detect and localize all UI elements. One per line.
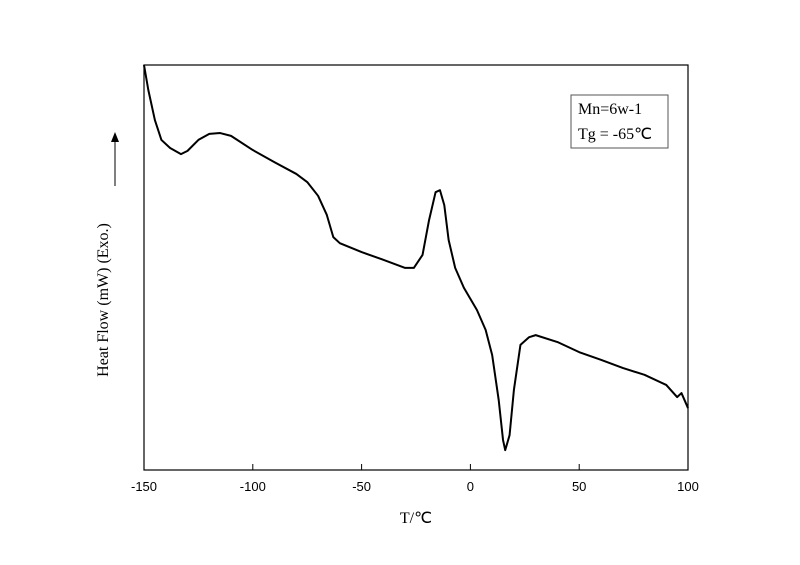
x-tick-label: 0 (467, 479, 474, 494)
x-tick-label: -100 (240, 479, 266, 494)
x-tick-label: -150 (131, 479, 157, 494)
annotation: Mn=6w-1 (578, 101, 642, 118)
plot-frame (143, 64, 689, 471)
data-line (143, 64, 689, 452)
x-axis-label: T/℃ (400, 510, 432, 527)
x-tick-label: -50 (352, 479, 371, 494)
x-tick-label: 100 (677, 479, 699, 494)
annotation-box (570, 94, 669, 149)
y-axis-label: Heat Flow (mW) (Exo.) (95, 223, 112, 377)
x-tick-label: 50 (572, 479, 586, 494)
annotation: Tg = -65℃ (578, 126, 652, 143)
exo-arrow-head (111, 132, 119, 142)
